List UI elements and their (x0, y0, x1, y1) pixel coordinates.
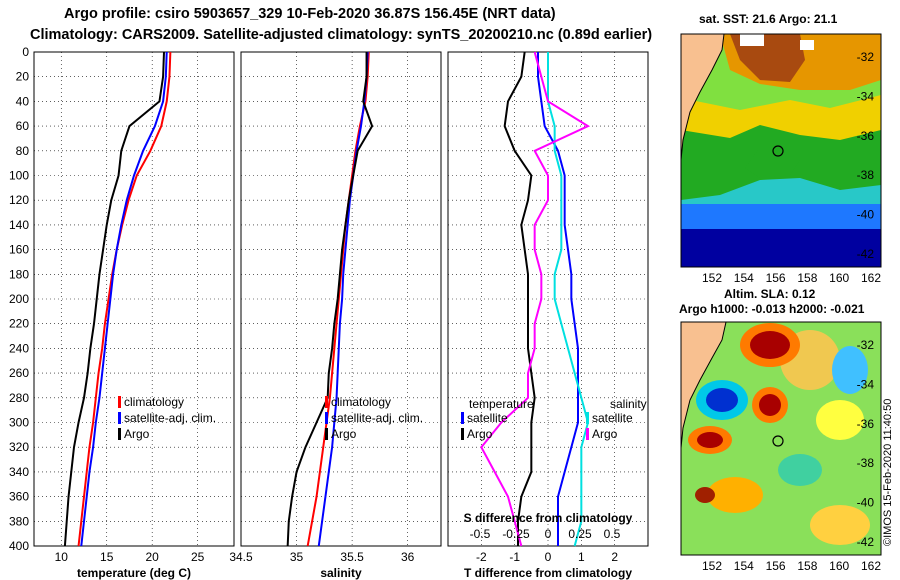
series-line-satellite-adj-clim- (317, 51, 369, 547)
x-tick-label: 0 (545, 550, 552, 564)
y-tick-label: 80 (16, 144, 30, 158)
x-tick-label: -1 (509, 550, 520, 564)
x-axis-label: T difference from climatology (464, 566, 632, 580)
legend-swatch (325, 396, 328, 408)
series-line-climatology (77, 51, 172, 547)
sla-map-title-line2: Argo h1000: -0.013 h2000: -0.021 (679, 302, 865, 316)
y-tick-label: 200 (9, 292, 29, 306)
x-tick-label: 35.5 (340, 550, 364, 564)
y-tick-label: 160 (9, 243, 29, 257)
legend-label: Argo (124, 427, 150, 441)
x-tick-label: 35 (290, 550, 304, 564)
temperature-panel: 0 20 40 60 80 100 120 140 160 180 200 220 240 260 280 3… (9, 45, 235, 580)
legend-swatch (118, 428, 121, 440)
x-tick-label: 36 (401, 550, 415, 564)
legend-swatch (325, 428, 328, 440)
salinity-panel: 34.5 35 35.5 36 salinity (229, 51, 442, 580)
legend-label: satellite (592, 411, 633, 425)
series-line-argo (63, 51, 165, 547)
y-tick-label: 300 (9, 416, 29, 430)
y-tick-label: 220 (9, 317, 29, 331)
chart-title-line1: Argo profile: csiro 5903657_329 10-Feb-2… (64, 6, 556, 22)
y-tick-label: 100 (9, 169, 29, 183)
y-tick-label: 260 (9, 366, 29, 380)
y-tick-label: 120 (9, 193, 29, 207)
y-tick-label: 140 (9, 218, 29, 232)
legend-label: Argo (467, 427, 493, 441)
legend-label: satellite-adj. clim. (124, 411, 216, 425)
x-tick-label: 2 (611, 550, 618, 564)
y-tick-label: 280 (9, 391, 29, 405)
top-x-tick-label: 0.5 (604, 527, 621, 541)
legend-swatch (118, 412, 121, 424)
legend-label: climatology (331, 395, 391, 409)
series-line-satellite-adj-clim- (80, 51, 168, 547)
top-x-tick-label: 0.25 (568, 527, 592, 541)
top-x-tick-label: -0.25 (502, 527, 530, 541)
copyright-credit: ©IMOS 15-Feb-2020 11:40:50 (882, 398, 894, 546)
legend-label: Argo (331, 427, 357, 441)
plot-frame (240, 51, 442, 547)
x-tick-label: 1 (578, 550, 585, 564)
y-tick-label: 240 (9, 341, 29, 355)
y-tick-label: 60 (16, 119, 30, 133)
x-tick-label: 10 (55, 550, 69, 564)
x-tick-label: 15 (100, 550, 114, 564)
x-tick-label: 25 (191, 550, 205, 564)
sst-map-title: sat. SST: 21.6 Argo: 21.1 (699, 12, 838, 26)
series-line-s-satellite (547, 52, 590, 547)
series-line-climatology (306, 51, 370, 547)
legend-title-temperature: temperature (469, 397, 534, 411)
top-axis-label: S difference from climatology (464, 511, 633, 525)
legend-label: Argo (592, 427, 618, 441)
legend-title-salinity: salinity (610, 397, 647, 411)
legend-label: climatology (124, 395, 184, 409)
y-tick-label: 340 (9, 465, 29, 479)
series-line-argo (286, 52, 374, 547)
top-x-tick-label: -0.5 (470, 527, 491, 541)
legend-swatch (461, 428, 464, 440)
legend-swatch (118, 396, 121, 408)
y-tick-label: 400 (9, 539, 29, 553)
y-tick-label: 360 (9, 490, 29, 504)
difference-panel: -2 -1 0 1 2 T difference from climatology (447, 51, 649, 580)
legend-label: satellite (467, 411, 508, 425)
sla-map-title-line1: Altim. SLA: 0.12 (724, 287, 816, 301)
y-tick-label: 0 (22, 45, 29, 59)
y-tick-label: 320 (9, 440, 29, 454)
legend-swatch (325, 412, 328, 424)
x-axis-label: salinity (320, 566, 362, 580)
series-line-t-argo (503, 51, 536, 546)
y-tick-label: 20 (16, 70, 30, 84)
legend-swatch (461, 412, 464, 424)
legend-swatch (586, 412, 589, 424)
y-tick-label: 40 (16, 94, 30, 108)
y-tick-label: 380 (9, 514, 29, 528)
x-tick-label: 34.5 (229, 550, 253, 564)
x-axis-label: temperature (deg C) (77, 566, 191, 580)
legend-label: satellite-adj. clim. (331, 411, 423, 425)
y-tick-label: 180 (9, 267, 29, 281)
top-x-tick-label: 0 (545, 527, 552, 541)
series-line-t-satellite (537, 52, 579, 546)
chart-title-line2: Climatology: CARS2009. Satellite-adjuste… (30, 27, 653, 43)
series-line-s-argo (480, 51, 591, 547)
plot-frame (33, 51, 235, 547)
x-tick-label: -2 (476, 550, 487, 564)
legend-swatch (586, 428, 589, 440)
x-tick-label: 20 (146, 550, 160, 564)
